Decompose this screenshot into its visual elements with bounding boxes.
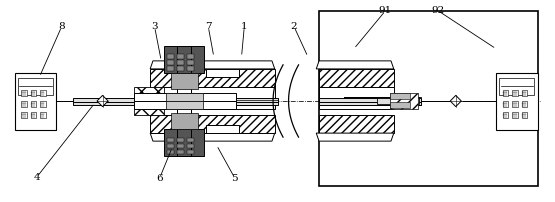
Bar [390,102,410,108]
Text: 3: 3 [152,22,158,31]
Bar [167,55,174,59]
Bar [171,73,198,89]
Bar [40,101,46,107]
Bar [21,112,27,118]
Bar [176,138,184,142]
Bar [40,112,46,118]
Bar [31,90,36,96]
Text: 7: 7 [205,22,211,31]
Bar [167,138,174,142]
Bar [522,90,527,96]
Bar [167,144,174,148]
Bar [512,90,518,96]
Bar [522,112,527,118]
Bar [73,98,278,102]
Bar [186,138,194,142]
Bar [21,101,27,107]
Bar [31,112,36,118]
Bar [186,55,194,59]
Bar [344,101,421,105]
Text: 92: 92 [431,6,445,15]
Bar [377,98,418,104]
Bar [390,93,418,109]
Polygon shape [450,95,461,107]
Polygon shape [316,133,393,141]
Bar [164,129,204,156]
Bar [134,101,236,109]
Polygon shape [150,61,275,69]
Bar [186,144,194,148]
Bar [512,101,518,107]
Bar [512,112,518,118]
Text: 6: 6 [157,174,163,183]
Bar [150,115,275,133]
Text: 91: 91 [379,6,392,15]
Polygon shape [97,95,108,107]
Bar [319,87,393,109]
Bar [176,46,191,156]
Bar [503,101,508,107]
Bar [186,60,194,65]
Bar [167,60,174,65]
Bar [14,73,56,130]
Bar [134,93,236,101]
Bar [150,87,275,109]
Text: 5: 5 [231,174,238,183]
Bar [134,87,164,115]
Bar [167,150,174,154]
Bar [176,55,184,59]
Bar [164,46,204,73]
Bar [496,73,538,130]
Bar [171,113,198,129]
Bar [166,93,203,101]
Bar [319,102,421,105]
Bar [186,66,194,71]
Polygon shape [150,133,275,141]
Bar [176,66,184,71]
Text: 4: 4 [33,173,40,182]
Bar [40,90,46,96]
Bar [319,11,538,186]
Bar [73,102,278,105]
Bar [205,125,239,133]
Bar [319,115,393,133]
Text: 2: 2 [291,22,297,31]
Bar [500,78,534,95]
Text: 8: 8 [58,22,65,31]
Bar [21,90,27,96]
Bar [166,101,203,109]
Bar [186,150,194,154]
Bar [503,112,508,118]
Bar [205,69,239,77]
Bar [503,90,508,96]
Bar [176,144,184,148]
Bar [176,150,184,154]
Bar [167,66,174,71]
Bar [150,69,275,87]
Bar [522,101,527,107]
Text: 1: 1 [241,22,248,31]
Bar [390,93,410,99]
Bar [319,69,393,87]
Bar [344,97,421,101]
Bar [18,78,53,95]
Polygon shape [316,61,393,69]
Bar [31,101,36,107]
Bar [319,98,421,102]
Bar [176,60,184,65]
